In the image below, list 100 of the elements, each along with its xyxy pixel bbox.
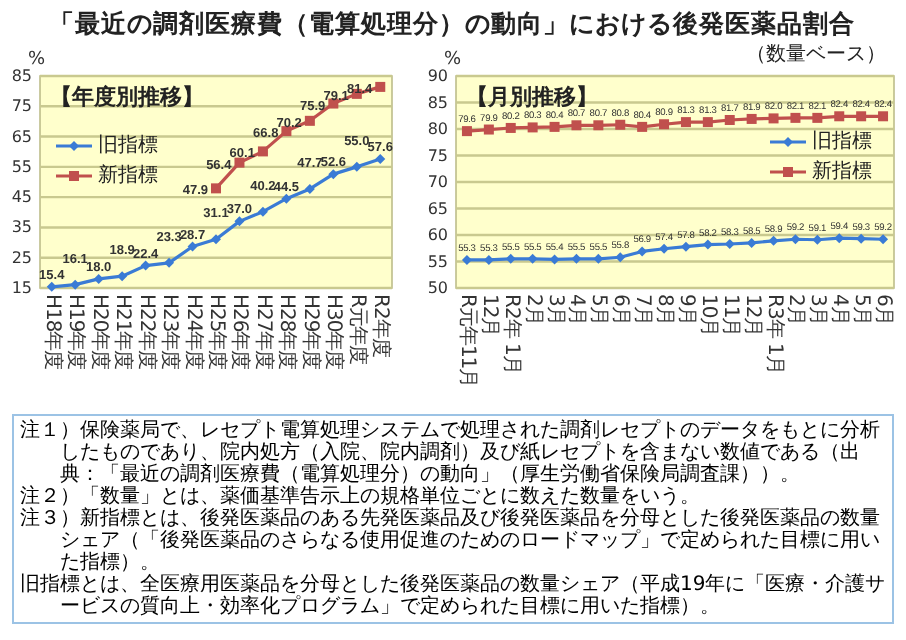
legend-label: 旧指標 xyxy=(98,133,158,157)
y-tick-label: 80 xyxy=(427,120,448,138)
point xyxy=(746,113,757,124)
point xyxy=(680,117,691,128)
text: 注２）「数量」とは、薬価基準告示上の規格単位ごとに数えた数量をいう。 xyxy=(20,486,702,508)
y-axis-title: % xyxy=(444,50,462,70)
point xyxy=(117,271,128,282)
point xyxy=(571,253,582,264)
text: 「最近の調剤医療費（電算処理分）の動向」における後発医薬品割合 xyxy=(49,8,855,38)
x-tick-label: R2年 1月 xyxy=(499,294,524,374)
y-tick-label: 35 xyxy=(11,218,32,237)
x-tick-label: 6月 xyxy=(872,294,895,325)
y-tick-label: 90 xyxy=(427,67,448,85)
x-tick-label: H23年度 xyxy=(158,294,183,371)
x-tick-label: 4月 xyxy=(565,294,588,325)
y-tick-label: 65 xyxy=(11,127,32,146)
y-axis-title: % xyxy=(28,50,46,70)
point xyxy=(375,153,386,164)
x-tick-label: 6月 xyxy=(609,294,632,325)
point xyxy=(593,120,604,131)
point xyxy=(234,157,245,168)
y-tick-label: 15 xyxy=(11,279,32,297)
x-tick-label: H22年度 xyxy=(134,294,159,371)
x-tick-label: 12月 xyxy=(740,294,763,337)
point xyxy=(702,239,713,250)
x-tick-label: 8月 xyxy=(653,294,676,325)
point xyxy=(70,279,81,290)
x-tick-label: 11月 xyxy=(718,294,741,337)
x-tick-label: H26年度 xyxy=(228,294,253,371)
point xyxy=(702,117,713,128)
x-tick-label: H30年度 xyxy=(322,294,347,371)
point xyxy=(790,112,801,123)
y-tick-label: 65 xyxy=(427,199,448,218)
x-tick-label: 5月 xyxy=(850,294,873,325)
y-tick-label: 55 xyxy=(11,157,32,176)
point xyxy=(637,121,648,132)
point xyxy=(257,206,268,217)
y-tick-label: 70 xyxy=(427,173,448,191)
x-tick-label: H25年度 xyxy=(205,294,229,371)
point xyxy=(615,119,626,130)
point xyxy=(375,81,386,92)
legend-label: 旧指標 xyxy=(812,129,872,153)
point xyxy=(304,115,315,126)
point xyxy=(659,119,670,130)
x-tick-label: H28年度 xyxy=(275,294,300,371)
point xyxy=(571,120,582,131)
y-tick-label: 60 xyxy=(427,226,448,244)
legend-label: 新指標 xyxy=(98,163,158,187)
point xyxy=(505,253,516,264)
point xyxy=(461,254,472,265)
y-tick-label: 25 xyxy=(11,248,32,267)
x-tick-label: H19年度 xyxy=(64,294,89,371)
point xyxy=(304,183,315,194)
point xyxy=(768,235,779,246)
point xyxy=(549,121,560,132)
x-tick-label: H20年度 xyxy=(87,294,112,371)
text: 注３）新指標とは、後発医薬品のある先発医薬品及び後発医薬品を分母とした後発医薬品の数量シェア（「後発医薬品のさらなる使用促進のためのロードマップ」で定められた目標に用いた指標）。 xyxy=(20,508,882,574)
x-tick-label: H21年度 xyxy=(111,294,136,371)
x-tick-label: 10月 xyxy=(696,294,719,337)
y-tick-label: 55 xyxy=(427,252,448,271)
point xyxy=(140,260,151,271)
point xyxy=(768,113,779,124)
point xyxy=(351,161,362,172)
x-tick-label: 7月 xyxy=(631,294,654,325)
point xyxy=(461,126,472,137)
x-tick-label: H27年度 xyxy=(251,294,276,371)
y-tick-label: 75 xyxy=(427,146,448,165)
y-tick-label: 45 xyxy=(11,188,32,207)
x-tick-label: 9月 xyxy=(674,294,697,325)
point xyxy=(637,246,648,257)
point xyxy=(281,193,292,204)
point xyxy=(211,183,221,194)
point xyxy=(328,169,339,180)
x-tick-label: 2月 xyxy=(521,294,544,325)
point xyxy=(505,122,516,133)
y-tick-label: 85 xyxy=(427,93,448,112)
text: 注１）保険薬局で、レセプト電算処理システムで処理された調剤レセプトのデータをもとに分析したものであり、院内処方（入院、院内調剤）及び紙レセプトを含まない数値である（出典：「最近の調剤医療費（電算処理分）の動向」（厚生労働省保険局調査課））。 xyxy=(20,420,882,486)
x-tick-label: R元年度 xyxy=(345,294,370,365)
point xyxy=(164,257,175,268)
point xyxy=(856,111,867,122)
point xyxy=(549,254,560,265)
point xyxy=(746,237,757,248)
x-tick-label: 3月 xyxy=(543,294,566,325)
point xyxy=(659,243,670,254)
point xyxy=(724,114,735,125)
point xyxy=(234,216,245,227)
x-tick-label: 4月 xyxy=(828,294,851,325)
annotation: 【年度別推移】 xyxy=(50,84,204,110)
point xyxy=(46,281,57,292)
point xyxy=(812,112,823,123)
y-tick-label: 85 xyxy=(11,67,32,85)
x-tick-label: 12月 xyxy=(477,294,500,337)
x-tick-label: H24年度 xyxy=(181,294,206,371)
point xyxy=(878,234,889,245)
point xyxy=(527,122,538,133)
point xyxy=(834,111,845,122)
annotation: 【月別推移】 xyxy=(466,84,598,110)
point xyxy=(483,124,494,135)
chart-subtitle: （数量ベース） xyxy=(746,44,886,66)
point xyxy=(257,146,268,157)
